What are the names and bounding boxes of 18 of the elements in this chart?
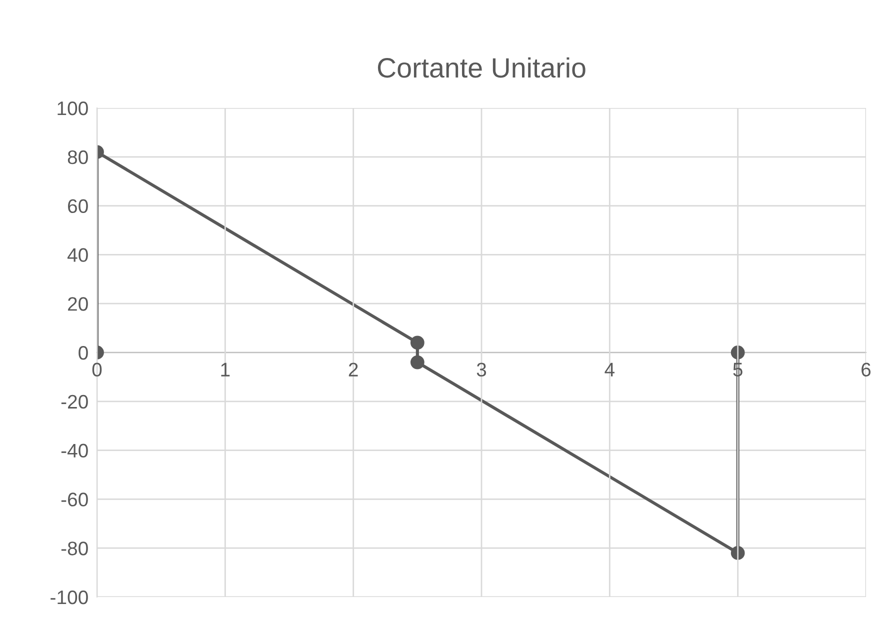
chart-title: Cortante Unitario: [378, 57, 586, 78]
y-tick-label: 0: [78, 346, 88, 360]
y-tick-label: -60: [61, 492, 88, 506]
y-tick-label: -40: [61, 444, 88, 458]
x-tick-label: 1: [221, 362, 230, 376]
y-tick-label: 20: [68, 297, 88, 311]
y-tick-label: -80: [61, 542, 88, 556]
y-tick-label: 80: [68, 150, 88, 164]
x-tick-label: 3: [476, 362, 486, 377]
x-tick-label: 0: [92, 362, 102, 377]
y-tick-label: -20: [61, 394, 88, 409]
x-tick-label: 2: [348, 362, 358, 376]
y-tick-label: 60: [68, 199, 88, 214]
x-tick-label: 4: [604, 362, 615, 376]
x-tick-label: 6: [862, 362, 871, 377]
y-tick-label: 100: [58, 101, 88, 116]
y-tick-label: -100: [50, 590, 88, 604]
y-tick-label: 40: [67, 248, 88, 262]
